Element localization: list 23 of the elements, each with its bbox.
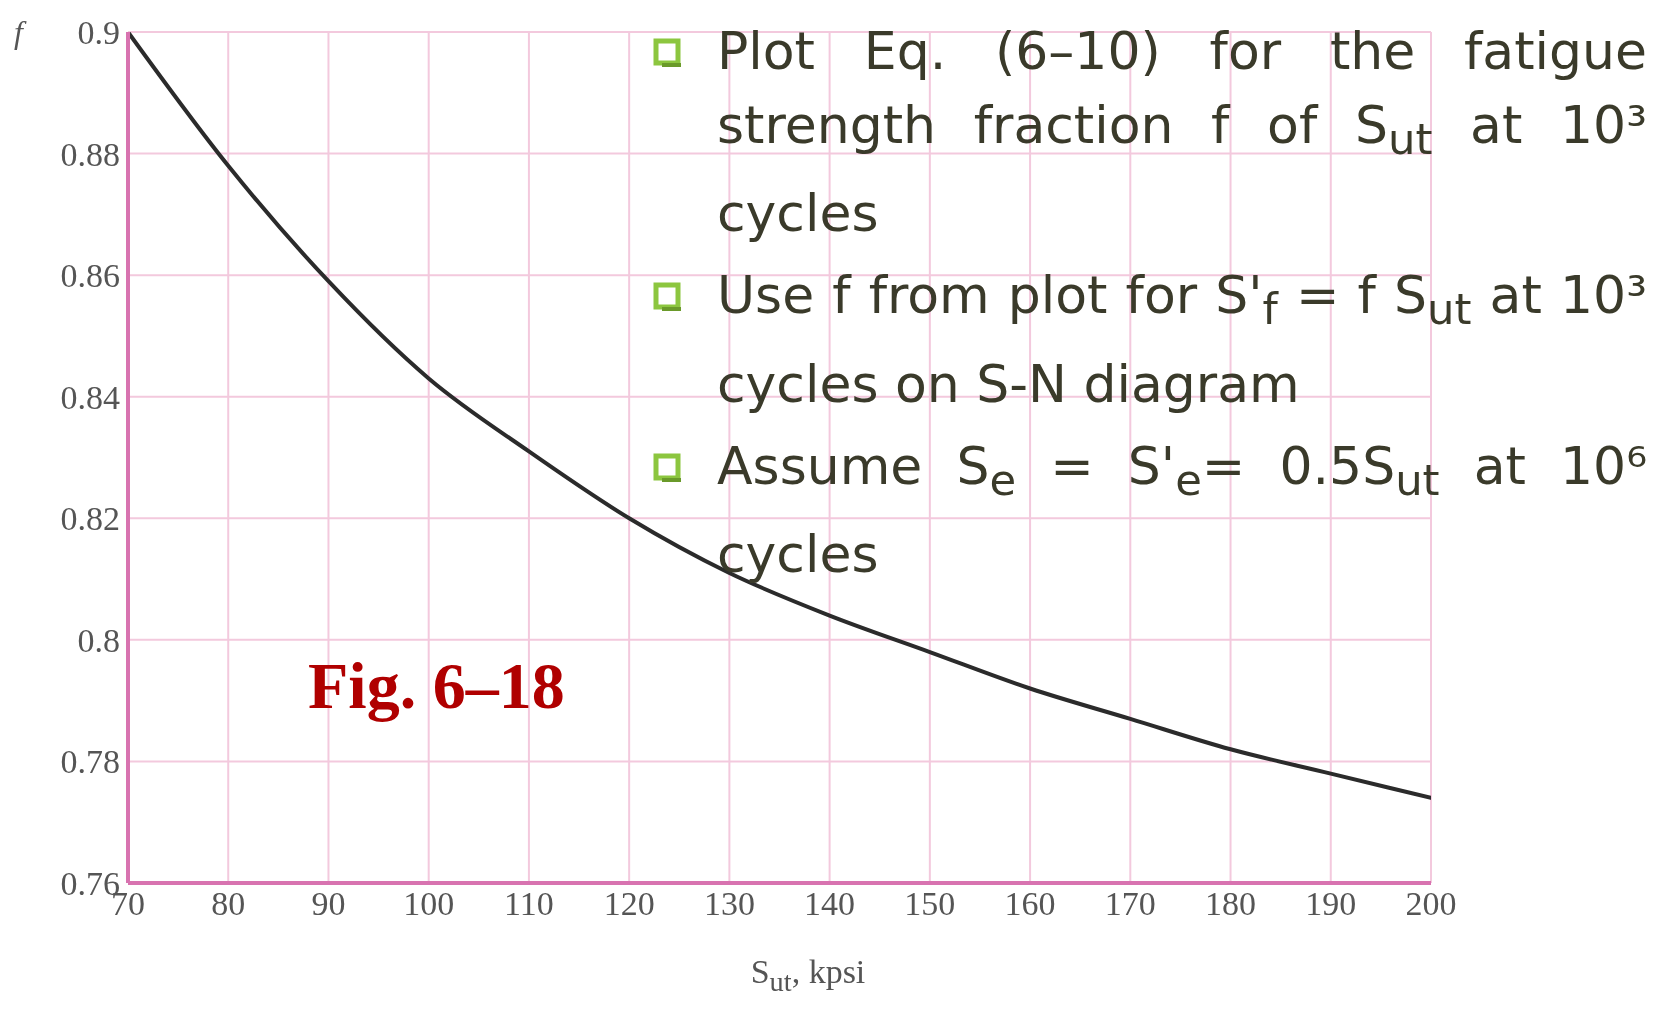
- x-tick-label: 150: [904, 885, 956, 923]
- x-tick-label: 110: [504, 885, 554, 923]
- y-tick-label: 0.9: [77, 14, 120, 52]
- text: Assume S$_{e}$ = S'$_{e}$= 0.5S$_{ut}$ at 10⁶ cycles: [717, 435, 1647, 585]
- x-tick-label: 160: [1004, 885, 1056, 923]
- x-tick-label: 80: [211, 885, 246, 923]
- y-tick-label: 0.8: [77, 621, 120, 659]
- x-tick-label: 130: [703, 885, 755, 923]
- x-tick-label: 140: [804, 885, 856, 923]
- y-tick-label: 0.86: [60, 257, 120, 295]
- x-tick-label: 180: [1205, 885, 1257, 923]
- x-tick-label: 90: [311, 885, 346, 923]
- x-tick-label: 100: [403, 885, 455, 923]
- y-tick-label: 0.84: [60, 378, 120, 416]
- x-tick-label: 120: [603, 885, 655, 923]
- x-axis-title: S$_{ut}$, kpsi: [749, 953, 867, 998]
- y-tick-label: 0.82: [60, 500, 120, 538]
- x-tick-label: 200: [1405, 885, 1457, 923]
- y-tick-label: 0.78: [60, 743, 120, 781]
- x-tick-label: 190: [1305, 885, 1357, 923]
- annotation: Fig. 6–18: [308, 648, 565, 724]
- x-tick-label: 170: [1104, 885, 1156, 923]
- y-tick-label: 0.88: [60, 135, 120, 173]
